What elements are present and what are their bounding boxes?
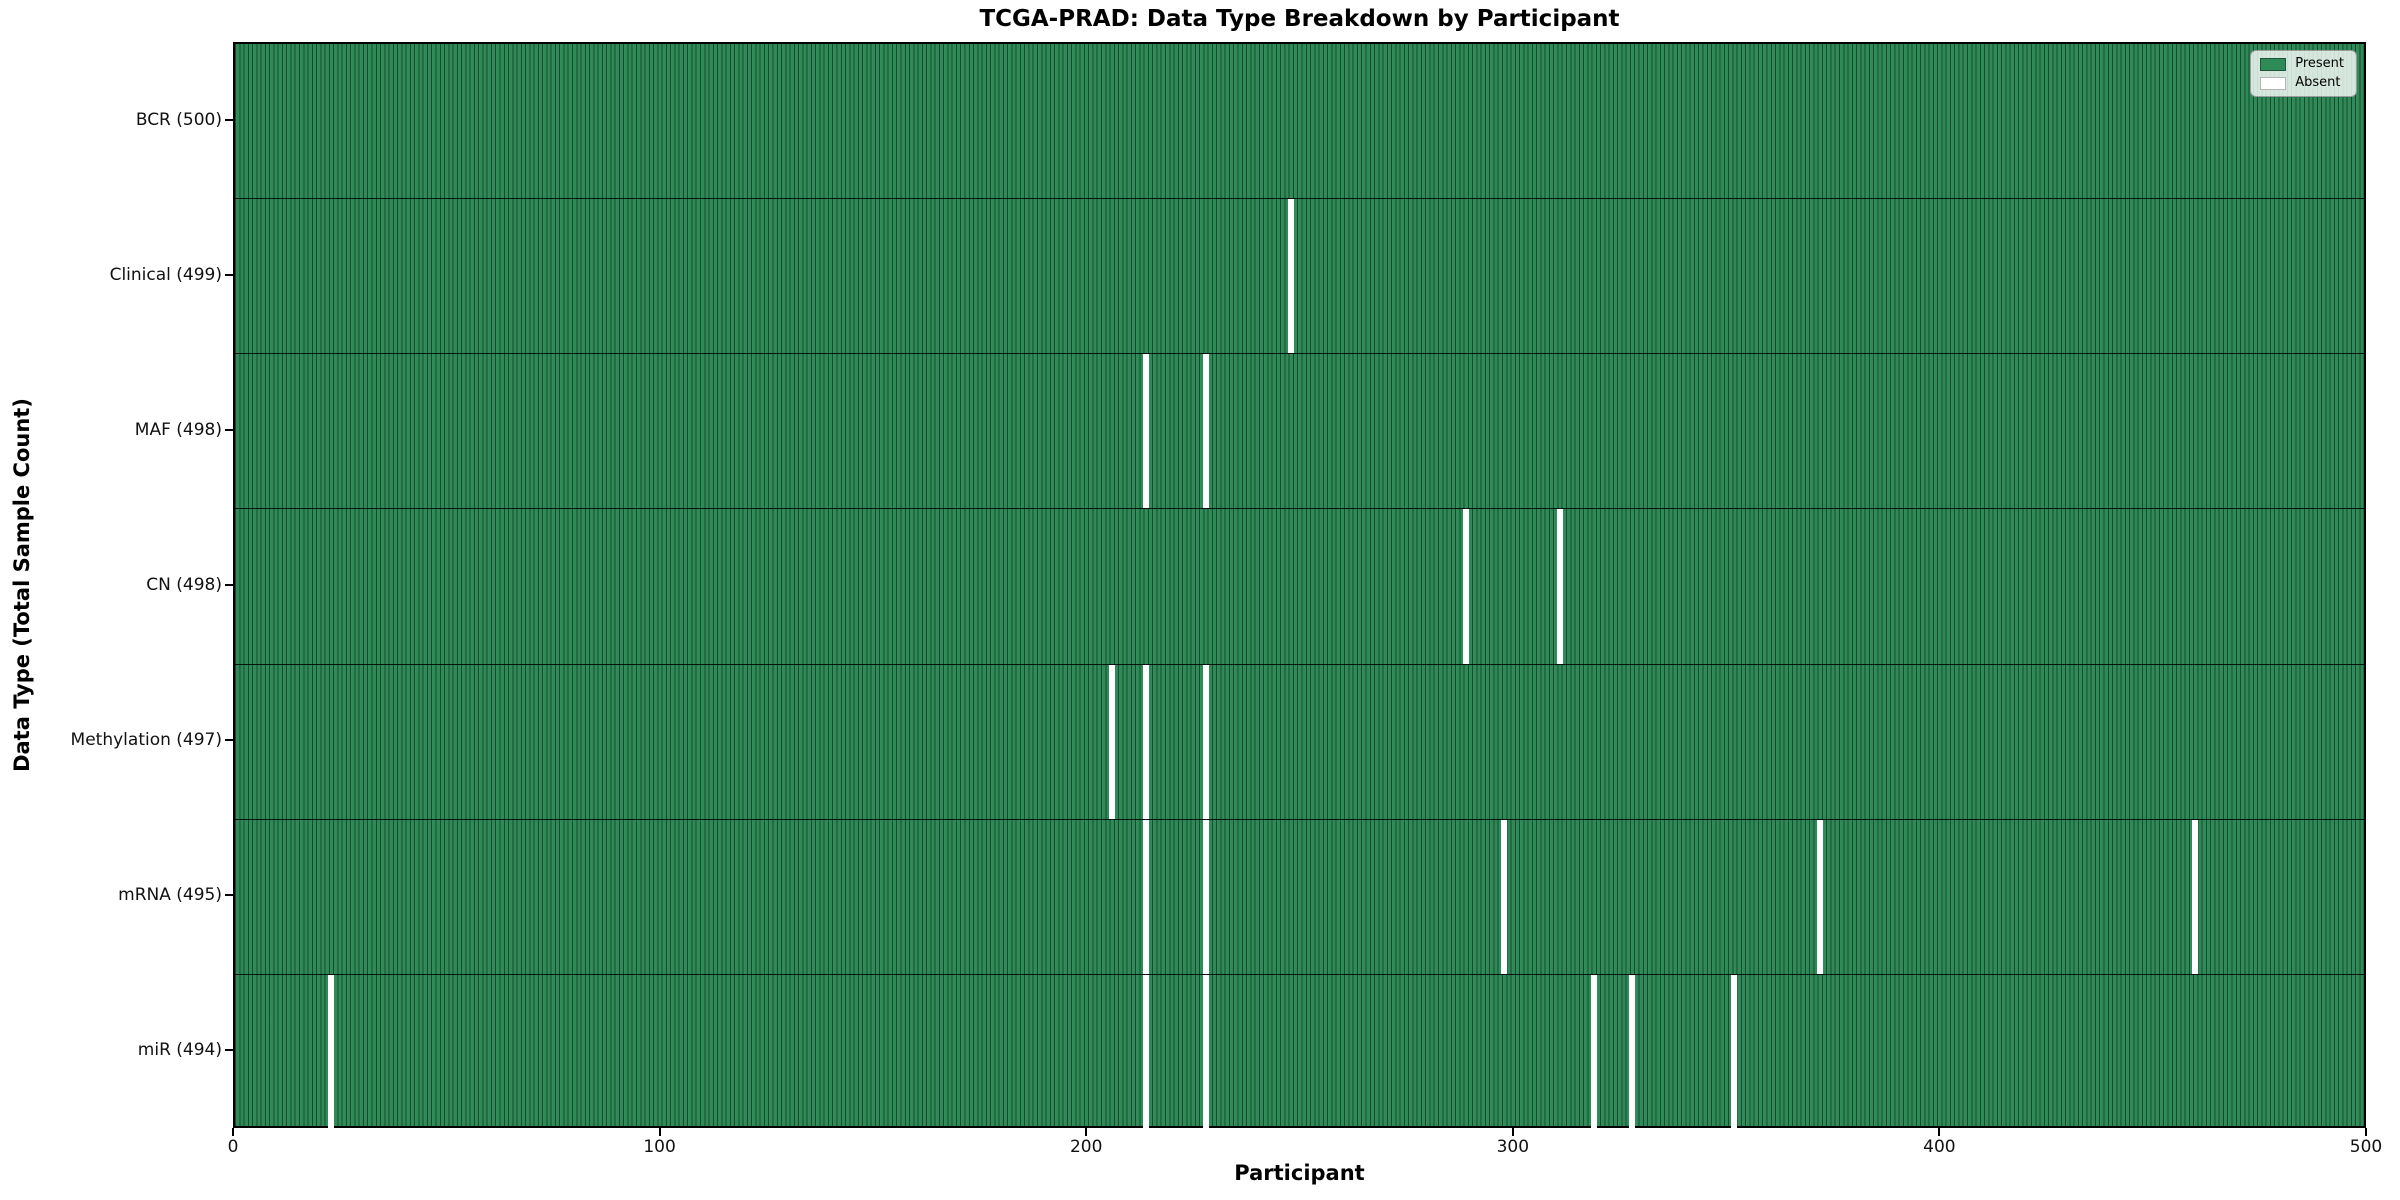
y-tick-mark-maf bbox=[225, 428, 233, 431]
rows-layer bbox=[235, 44, 2364, 1130]
y-tick-label-mrna: mRNA (495) bbox=[118, 885, 222, 906]
row-clinical bbox=[235, 199, 2364, 355]
row-mir bbox=[235, 974, 2364, 1130]
x-tick-label-200: 200 bbox=[1069, 1137, 1103, 1157]
x-tick-mark-100 bbox=[658, 1128, 661, 1136]
x-tick-label-500: 500 bbox=[2349, 1137, 2383, 1157]
absent-gap-mrna-213 bbox=[1142, 819, 1149, 974]
y-tick-mark-methylation bbox=[225, 739, 233, 742]
y-tick-label-methylation: Methylation (497) bbox=[70, 730, 222, 751]
absent-gap-clinical-247 bbox=[1287, 199, 1294, 354]
absent-gap-cn-310 bbox=[1556, 509, 1563, 664]
absent-gap-mir-227 bbox=[1202, 974, 1209, 1130]
absent-gap-methylation-227 bbox=[1202, 664, 1209, 819]
x-tick-label-0: 0 bbox=[227, 1137, 239, 1157]
absent-gap-mir-318 bbox=[1590, 974, 1597, 1130]
absent-gap-methylation-213 bbox=[1142, 664, 1149, 819]
y-tick-mark-clinical bbox=[225, 273, 233, 276]
y-tick-label-bcr: BCR (500) bbox=[135, 109, 222, 130]
x-tick-mark-300 bbox=[1511, 1128, 1514, 1136]
y-tick-mark-mrna bbox=[225, 894, 233, 897]
x-tick-label-100: 100 bbox=[643, 1137, 676, 1157]
absent-swatch-icon bbox=[2260, 76, 2287, 90]
y-tick-label-maf: MAF (498) bbox=[134, 419, 222, 440]
absent-gap-mrna-459 bbox=[2192, 819, 2199, 974]
absent-gap-mir-327 bbox=[1629, 974, 1636, 1130]
y-tick-label-mir: miR (494) bbox=[137, 1040, 222, 1061]
y-tick-label-cn: CN (498) bbox=[146, 575, 222, 595]
absent-gap-mir-351 bbox=[1731, 974, 1738, 1130]
x-tick-label-400: 400 bbox=[1923, 1137, 1956, 1157]
y-tick-mark-bcr bbox=[225, 118, 233, 121]
x-tick-label-300: 300 bbox=[1496, 1137, 1530, 1157]
x-tick-mark-500 bbox=[2365, 1128, 2367, 1136]
absent-gap-mir-22 bbox=[327, 974, 334, 1130]
legend-label-absent: Absent bbox=[2295, 75, 2341, 90]
absent-gap-maf-227 bbox=[1202, 354, 1209, 509]
legend: Present Absent bbox=[2250, 50, 2357, 97]
row-bcr bbox=[235, 44, 2364, 200]
absent-gap-mrna-371 bbox=[1816, 819, 1823, 974]
y-tick-label-clinical: Clinical (499) bbox=[109, 264, 222, 285]
plot-area: Present Absent bbox=[233, 42, 2366, 1130]
row-mrna bbox=[235, 819, 2364, 975]
legend-label-present: Present bbox=[2295, 56, 2344, 71]
x-tick-mark-200 bbox=[1085, 1128, 1088, 1136]
absent-gap-cn-288 bbox=[1462, 509, 1469, 664]
y-tick-mark-mir bbox=[225, 1049, 233, 1052]
x-axis-label: Participant bbox=[1234, 1161, 1365, 1185]
legend-item-absent: Absent bbox=[2260, 76, 2344, 90]
absent-gap-mir-213 bbox=[1142, 974, 1149, 1130]
present-swatch-icon bbox=[2260, 57, 2287, 71]
absent-gap-maf-213 bbox=[1142, 354, 1149, 509]
row-methylation bbox=[235, 664, 2364, 820]
chart-title: TCGA-PRAD: Data Type Breakdown by Partic… bbox=[979, 6, 1620, 32]
legend-item-present: Present bbox=[2260, 57, 2344, 71]
row-cn bbox=[235, 509, 2364, 665]
absent-gap-mrna-297 bbox=[1501, 819, 1508, 974]
x-tick-mark-400 bbox=[1938, 1128, 1941, 1136]
x-tick-mark-0 bbox=[232, 1128, 234, 1136]
row-maf bbox=[235, 354, 2364, 510]
absent-gap-mrna-227 bbox=[1202, 819, 1209, 974]
absent-gap-methylation-205 bbox=[1108, 664, 1115, 819]
y-tick-mark-cn bbox=[225, 584, 233, 586]
